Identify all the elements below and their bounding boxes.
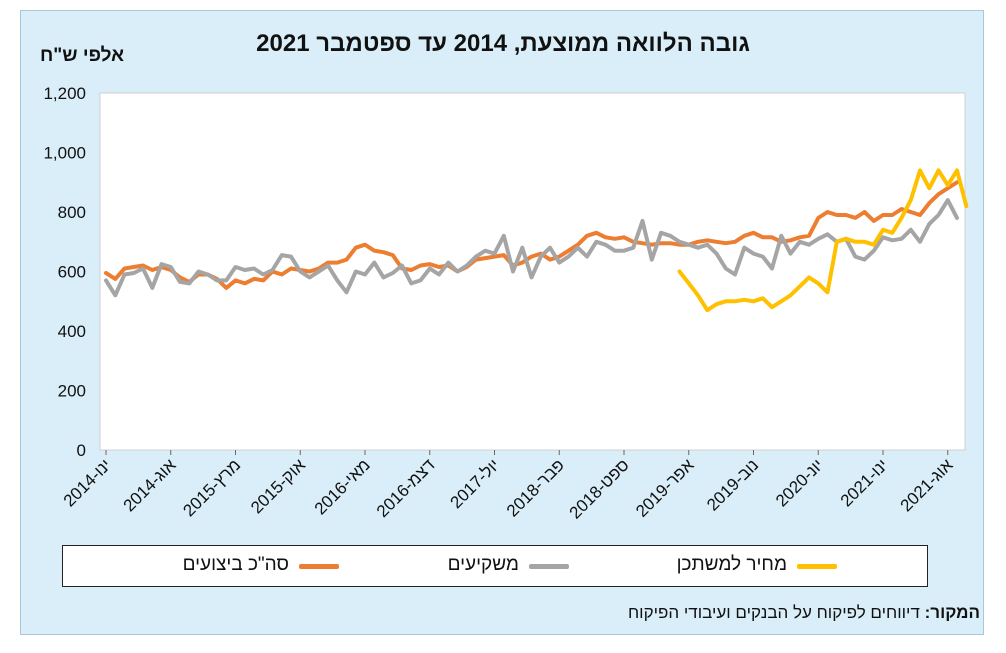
x-tick-label: ינו-2021: [837, 455, 892, 510]
y-tick-label: 1,000: [43, 144, 86, 163]
y-tick-label: 200: [58, 382, 86, 401]
legend-swatch-investors: [529, 564, 569, 569]
source-text: דיווחים לפיקוח על הבנקים ועיבודי הפיקוח: [627, 603, 920, 622]
y-tick-label: 400: [58, 322, 86, 341]
x-tick-label: יול-2017: [447, 455, 504, 512]
y-axis: 0 200 400 600 800 1,000 1,200: [43, 84, 86, 460]
x-tick-label: נוב-2019: [703, 455, 762, 514]
x-tick-label: יונ-2020: [772, 455, 827, 510]
source-note: המקור: דיווחים לפיקוח על הבנקים ועיבודי …: [628, 603, 980, 623]
y-tick-label: 600: [58, 263, 86, 282]
legend-label-investors: משקיעים: [447, 554, 519, 575]
series-line-investors: [104, 198, 959, 298]
x-tick-label: אוג-2014: [120, 455, 180, 515]
legend-label-mechir: מחיר למשתכן: [676, 554, 787, 575]
legend-label-total: סה"כ ביצועים: [182, 554, 289, 575]
y-tick-label: 1,200: [43, 84, 86, 103]
x-tick-label: אפר-2019: [632, 455, 698, 521]
legend-swatch-total: [299, 564, 339, 569]
chart-title: גובה הלוואה ממוצעת, 2014 עד ספטמבר 2021: [256, 30, 750, 57]
x-tick-label: מאי-2016: [311, 455, 374, 518]
series-line-total: [104, 180, 959, 290]
x-tick-label: אוג-2021: [897, 455, 957, 515]
series-line-mechir: [677, 168, 969, 313]
x-tick-label: ספט-2018: [566, 455, 633, 522]
x-axis: ינו-2014אוג-2014מרץ-2015אוק-2015מאי-2016…: [60, 450, 957, 523]
legend: מחיר למשתכן משקיעים סה"כ ביצועים: [62, 545, 928, 587]
y-tick-label: 0: [77, 441, 86, 460]
y-tick-label: 800: [58, 203, 86, 222]
x-tick-label: ינו-2014: [60, 455, 115, 510]
x-tick-label: פבר-2018: [503, 455, 568, 520]
series-lines: [104, 168, 969, 313]
source-label: המקור:: [924, 603, 980, 622]
x-tick-label: דצמ-2016: [373, 455, 439, 521]
x-tick-label: אוק-2015: [247, 455, 309, 517]
y-axis-unit-label: אלפי ש"ח: [40, 45, 125, 66]
x-tick-label: מרץ-2015: [179, 455, 244, 520]
legend-swatch-mechir: [797, 564, 837, 569]
